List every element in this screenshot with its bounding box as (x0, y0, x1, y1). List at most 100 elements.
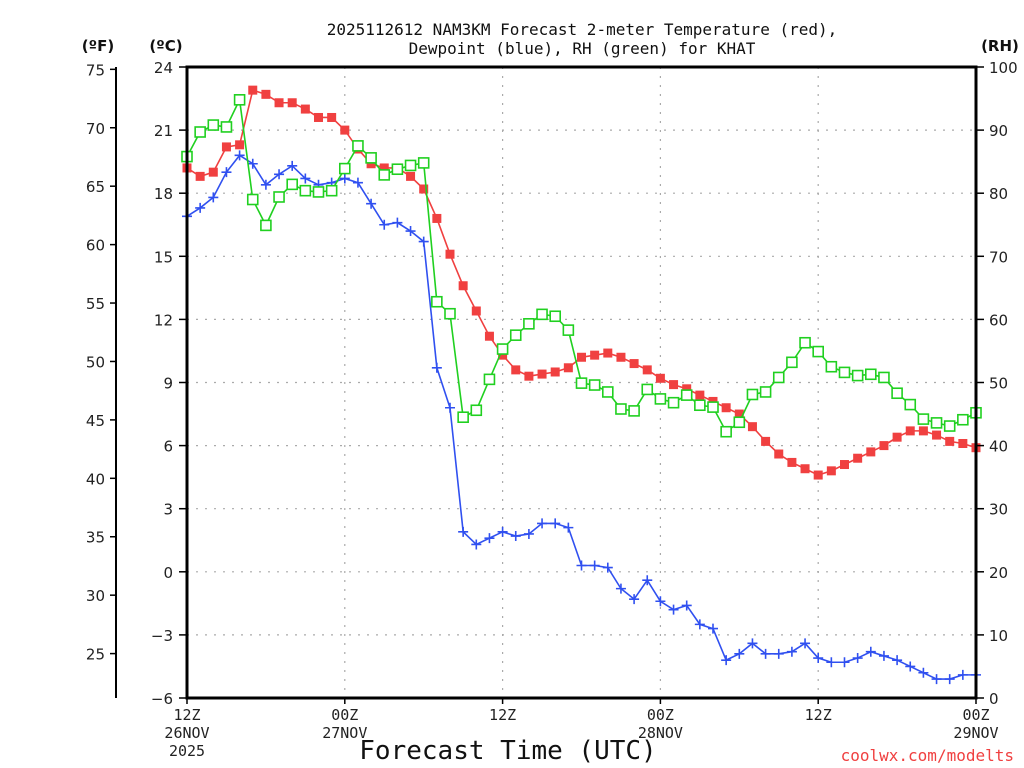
dewpoint-point (458, 526, 469, 537)
temperature-point (498, 350, 508, 360)
dewpoint-point (510, 531, 521, 542)
temperature-point (406, 171, 416, 181)
dewpoint-point (208, 192, 219, 203)
temperature-point (221, 142, 231, 152)
temperature-point (195, 171, 205, 181)
fahrenheit-unit-label: (ºF) (82, 37, 114, 55)
temperature-point (445, 249, 455, 259)
celsius-tick-label: 21 (154, 122, 173, 140)
rh-point (194, 126, 206, 138)
rh-point (575, 377, 588, 389)
dewpoint-point (655, 596, 666, 607)
dewpoint-point (537, 518, 548, 529)
rh-tick-label: 70 (989, 248, 1008, 266)
rh-point (523, 318, 535, 330)
x-tick-label: 00Z (331, 706, 358, 724)
rh-tick-label: 0 (989, 690, 999, 708)
celsius-tick-label: 3 (163, 501, 173, 519)
x-tick-label: 27NOV (322, 724, 367, 742)
dewpoint-point (287, 160, 298, 171)
temperature-point (747, 422, 757, 432)
dewpoint-point (747, 638, 758, 649)
dewpoint-point (708, 623, 718, 634)
dewpoint-point (550, 518, 561, 529)
rh-point (601, 386, 614, 398)
rh-tick-label: 60 (989, 311, 1008, 329)
rh-point (444, 307, 456, 320)
temperature-point (866, 447, 876, 457)
rh-point (746, 388, 759, 401)
dewpoint-point (431, 362, 442, 373)
credit-text: coolwx.com/modelts (841, 746, 1014, 765)
temperature-point (800, 464, 810, 474)
dewpoint-point (602, 562, 613, 573)
rh-point (838, 366, 851, 379)
dewpoint-point (221, 167, 232, 178)
rh-point (878, 371, 890, 384)
dewpoint-point (694, 619, 705, 630)
x-axis-label: Forecast Time (UTC) (359, 736, 656, 766)
celsius-tick-label: −6 (151, 690, 173, 708)
axes: 24211815129630−3−61009080706050403020100… (86, 59, 1018, 760)
temperature-point (761, 436, 771, 446)
dewpoint-point (563, 522, 574, 533)
temperature-point (248, 85, 258, 95)
rh-point (641, 383, 654, 396)
fahrenheit-tick-label: 55 (86, 295, 105, 313)
temperature-point (484, 331, 494, 341)
temperature-line (186, 89, 977, 476)
dewpoint-point (392, 217, 403, 228)
rh-point (930, 417, 943, 429)
rh-tick-label: 30 (989, 501, 1008, 519)
dewpoint-point (589, 560, 600, 571)
x-tick-label: 2025 (169, 742, 205, 760)
fahrenheit-tick-label: 60 (86, 237, 105, 255)
rh-point (312, 186, 325, 198)
temperature-point (695, 390, 705, 400)
temperature-point (853, 453, 863, 463)
temperature-point (629, 359, 639, 369)
rh-point (667, 396, 680, 409)
dewpoint-point (471, 539, 482, 550)
x-tick-label: 00Z (962, 706, 989, 724)
dewpoint-point (615, 583, 626, 594)
rh-point (233, 94, 246, 106)
temperature-point (300, 104, 310, 114)
celsius-tick-label: 0 (163, 564, 173, 582)
temperature-point (471, 306, 481, 316)
dewpoint-point (668, 604, 679, 615)
celsius-tick-label: 9 (163, 375, 173, 393)
rh-point (549, 310, 562, 323)
temperature-point (642, 365, 652, 375)
rh-point (628, 405, 640, 417)
dewpoint-point (905, 661, 916, 672)
rh-point (654, 393, 667, 405)
temperature-point (945, 436, 955, 446)
chart-title-line-2: Dewpoint (blue), RH (green) for KHAT (409, 39, 756, 58)
dewpoint-point (826, 657, 837, 668)
dewpoint-point (629, 594, 640, 605)
fahrenheit-tick-label: 25 (86, 646, 105, 664)
temperature-point (879, 441, 889, 451)
fahrenheit-tick-label: 35 (86, 529, 105, 547)
dewpoint-point (352, 177, 363, 188)
dewpoint-point (642, 575, 653, 586)
temperature-point (655, 373, 665, 383)
temperature-point (511, 365, 521, 375)
fahrenheit-tick-label: 75 (86, 61, 105, 79)
temperature-point (235, 140, 245, 150)
dewpoint-point (944, 674, 955, 685)
dewpoint-point (681, 600, 692, 611)
dewpoint-point (497, 526, 508, 537)
x-tick-label: 28NOV (638, 724, 683, 742)
temperature-point (524, 371, 534, 381)
celsius-unit-label: (ºC) (149, 37, 182, 55)
dewpoint-point (484, 533, 495, 544)
rh-point (825, 360, 838, 373)
dewpoint-point (339, 173, 350, 184)
rh-point (891, 387, 903, 400)
celsius-tick-label: 24 (154, 59, 173, 77)
dewpoint-point (247, 158, 258, 169)
rh-tick-label: 90 (989, 122, 1008, 140)
rh-point (273, 191, 285, 203)
